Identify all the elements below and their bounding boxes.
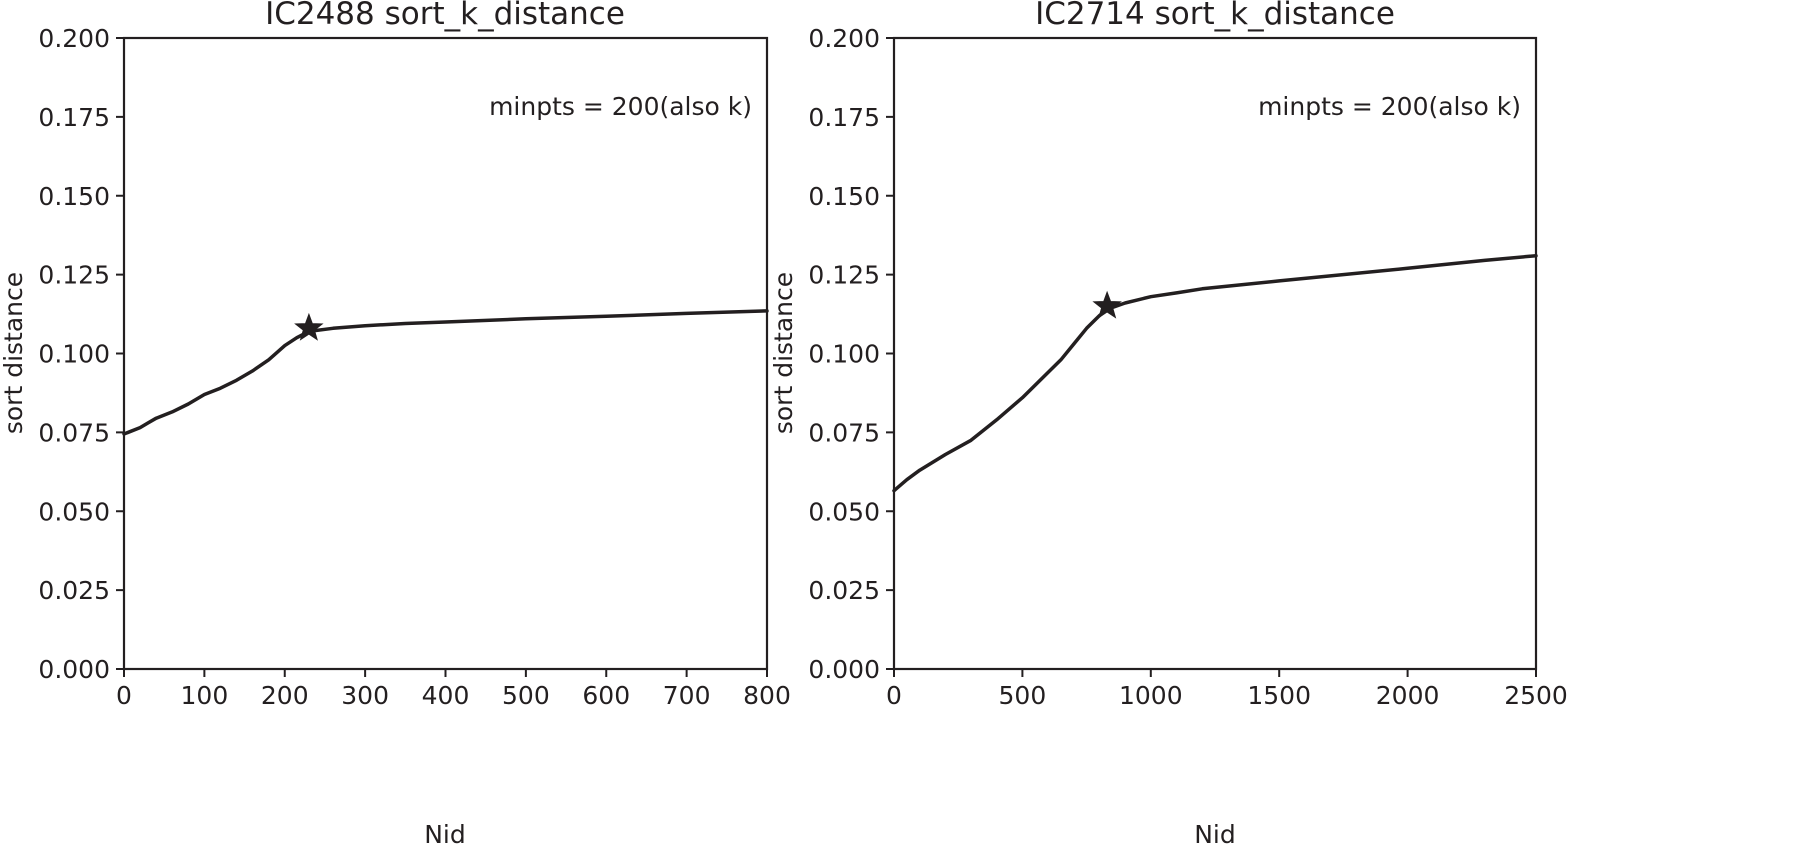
y-tick-label: 0.200 [808,24,880,53]
x-tick-label: 300 [341,681,389,710]
x-tick-label: 500 [999,681,1047,710]
data-line [122,309,769,436]
plot-title: IC2714 sort_k_distance [1035,0,1395,32]
y-tick-label: 0.175 [808,103,880,132]
y-axis-title: sort distance [0,272,28,434]
x-tick-label: 100 [181,681,229,710]
plot-ic2488: IC2488 sort_k_distance minpts = 200(also… [0,0,791,849]
plot-ic2714: IC2714 sort_k_distance minpts = 200(also… [769,0,1568,849]
x-tick-label: 500 [502,681,550,710]
y-tick-label: 0.150 [38,182,110,211]
y-tick-label: 0.025 [38,576,110,605]
star-marker-icon [294,312,324,341]
x-tick-label: 0 [116,681,132,710]
annotation-minpts: minpts = 200(also k) [489,92,752,121]
y-tick-label: 0.000 [38,655,110,684]
plot-title: IC2488 sort_k_distance [265,0,625,32]
annotation-minpts: minpts = 200(also k) [1258,92,1521,121]
y-tick-label: 0.125 [808,261,880,290]
x-tick-label: 200 [261,681,309,710]
series-line [892,253,1538,493]
x-tick-label: 800 [743,681,791,710]
star-marker-icon [1092,290,1122,319]
y-tick-label: 0.050 [808,497,880,526]
data-line [892,253,1538,493]
y-tick-label: 0.175 [38,103,110,132]
y-tick-label: 0.050 [38,497,110,526]
star-icon [294,312,324,341]
y-tick-label: 0.075 [808,418,880,447]
y-tick-label: 0.000 [808,655,880,684]
y-tick-label: 0.025 [808,576,880,605]
y-tick-label: 0.100 [38,340,110,369]
x-tick-label: 2000 [1376,681,1440,710]
y-tick-label: 0.075 [38,418,110,447]
x-axis-title: Nid [1194,820,1236,849]
y-tick-label: 0.125 [38,261,110,290]
plot-frame [892,36,1538,671]
x-tick-label: 600 [582,681,630,710]
x-axis-title: Nid [424,820,466,849]
x-tick-label: 0 [886,681,902,710]
x-tick-label: 2500 [1504,681,1568,710]
star-icon [1092,290,1122,319]
x-tick-label: 1000 [1119,681,1183,710]
x-tick-label: 700 [663,681,711,710]
y-tick-label: 0.150 [808,182,880,211]
y-tick-label: 0.200 [38,24,110,53]
axes: 0.000 0.025 0.050 0.075 0.100 0.125 0.150 0.175… [808,24,1567,710]
series-line [122,309,769,436]
axes: 0.000 0.025 0.050 0.075 0.100 0.125 0.150 0.175… [38,24,790,710]
x-tick-label: 1500 [1247,681,1311,710]
plot-frame [122,36,769,671]
y-tick-label: 0.100 [808,340,880,369]
y-axis-title: sort distance [769,272,798,434]
x-tick-label: 400 [422,681,470,710]
